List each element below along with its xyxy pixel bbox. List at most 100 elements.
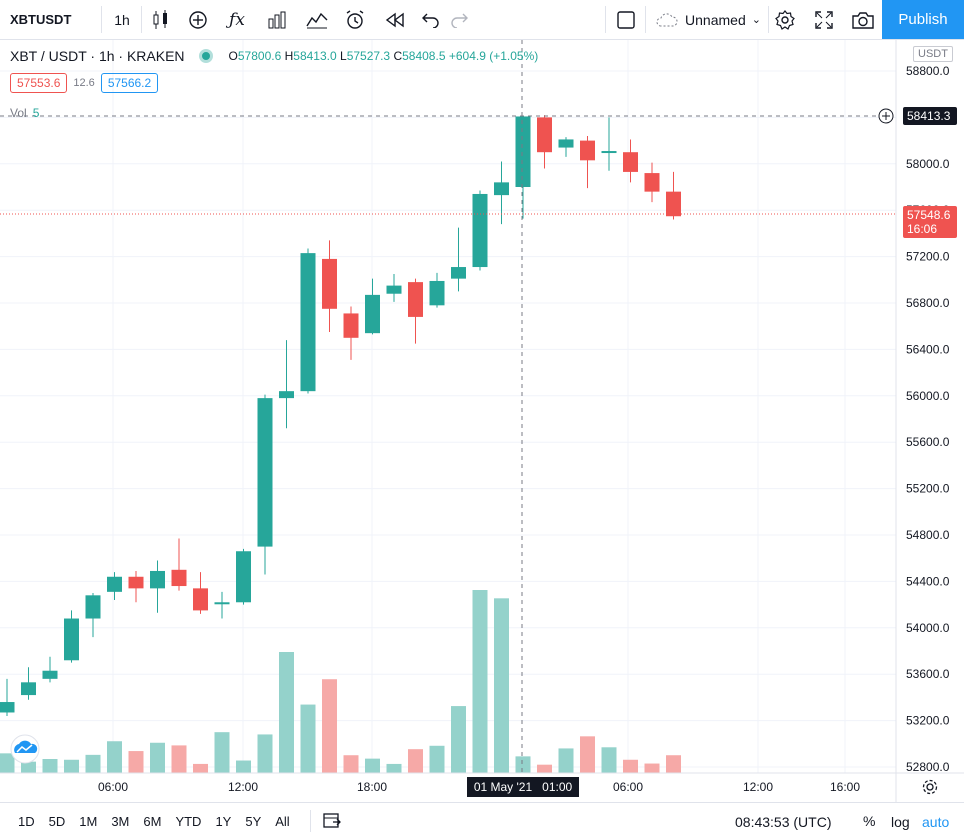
ohlc-values: O57800.6 H58413.0 L57527.3 C58408.5 +604…: [228, 49, 539, 63]
price-tick-label: 53600.0: [906, 667, 950, 681]
candle-body: [666, 191, 681, 217]
price-tick-label: 53200.0: [906, 714, 950, 728]
volume-bar: [558, 748, 574, 773]
range-all[interactable]: All: [275, 813, 290, 829]
volume-bar: [365, 758, 380, 773]
bars-compare-icon[interactable]: [262, 0, 292, 39]
symbol-description[interactable]: XBT / USDT · 1h · KRAKEN: [10, 48, 185, 64]
candle-body: [365, 294, 380, 334]
time-tick-label: 12:00: [743, 780, 773, 794]
bid-ask-quotes: 57553.6 12.6 57566.2: [10, 73, 159, 93]
fx-icon[interactable]: ƒx: [229, 9, 245, 30]
redo-icon: [444, 0, 474, 39]
range-5d[interactable]: 5D: [48, 813, 66, 829]
range-1d[interactable]: 1D: [18, 813, 35, 829]
price-tick-label: 54000.0: [906, 621, 950, 635]
volume-bar: [580, 736, 595, 773]
log-scale-toggle[interactable]: log: [891, 814, 910, 830]
candlesticks: [0, 115, 681, 716]
volume-bar: [42, 759, 58, 773]
candle-body: [472, 193, 488, 268]
range-3m[interactable]: 3M: [111, 813, 130, 829]
volume-bar: [451, 706, 466, 773]
toolbar-divider: [605, 6, 606, 33]
buy-price-button[interactable]: 57566.2: [100, 73, 159, 93]
candle-body: [64, 618, 79, 661]
toolbar-divider: [141, 6, 142, 33]
layout-name-button[interactable]: Unnamed ⌄: [648, 0, 768, 39]
price-tick-label: 55200.0: [906, 482, 950, 496]
price-tick-label: 57200.0: [906, 250, 950, 264]
symbol-search-button[interactable]: XBTUSDT: [10, 12, 72, 27]
range-6m[interactable]: 6M: [143, 813, 162, 829]
lines-icon[interactable]: [302, 0, 332, 39]
candle-body: [537, 117, 552, 153]
price-tick-label: 54400.0: [906, 574, 950, 588]
volume-bar: [171, 745, 187, 773]
volume-bar: [472, 590, 488, 773]
volume-bar: [429, 745, 445, 773]
price-tick-label: 56000.0: [906, 389, 950, 403]
volume-bar: [214, 732, 230, 773]
price-tick-label: 55600.0: [906, 435, 950, 449]
candle-body: [322, 258, 337, 309]
volume-bar: [644, 763, 660, 773]
time-tick-label: 06:00: [613, 780, 643, 794]
toolbar-divider: [101, 6, 102, 33]
price-axis-labels: 58800.058400.058000.057600.057200.056800…: [906, 64, 950, 774]
square-icon[interactable]: [611, 0, 641, 39]
interval-button[interactable]: 1h: [114, 11, 130, 28]
price-chart[interactable]: 58800.058400.058000.057600.057200.056800…: [0, 40, 964, 802]
range-5y[interactable]: 5Y: [245, 813, 262, 829]
candle-body: [343, 313, 359, 338]
camera-icon[interactable]: [849, 0, 877, 39]
candle-body: [300, 253, 316, 392]
clock-timezone-button[interactable]: 08:43:53 (UTC): [735, 814, 832, 830]
toolbar-divider: [768, 6, 769, 33]
candle-body: [85, 595, 101, 619]
candle-body: [42, 670, 58, 679]
crosshair-price-tag: 58413.3: [903, 107, 957, 125]
goto-date-icon[interactable]: [323, 812, 341, 831]
volume-bar: [408, 749, 423, 773]
range-1m[interactable]: 1M: [79, 813, 98, 829]
chart-legend: XBT / USDT · 1h · KRAKEN O57800.6 H58413…: [10, 48, 538, 64]
percent-scale-toggle[interactable]: %: [863, 813, 876, 829]
range-ytd[interactable]: YTD: [175, 813, 202, 829]
volume-bar: [386, 763, 402, 773]
volume-bar: [343, 755, 359, 773]
volume-legend: Vol 5: [10, 106, 40, 120]
spread-value: 12.6: [73, 77, 95, 89]
chevron-down-icon: ⌄: [751, 14, 761, 26]
volume-bar: [537, 764, 552, 773]
toolbar-divider: [309, 810, 311, 832]
volume-bars: [0, 590, 681, 773]
volume-bar: [279, 652, 294, 773]
volume-bar: [0, 753, 15, 773]
volume-bar: [107, 741, 122, 773]
gear-icon[interactable]: [772, 0, 798, 39]
indicator-add-icon[interactable]: [183, 0, 213, 39]
currency-label[interactable]: USDT: [913, 46, 953, 62]
undo-icon[interactable]: [416, 0, 446, 39]
candle-body: [623, 152, 638, 172]
volume-bar: [623, 759, 638, 773]
candles-icon[interactable]: [146, 0, 176, 39]
candle-body: [580, 140, 595, 161]
market-status-icon[interactable]: [198, 49, 213, 63]
replay-icon[interactable]: [380, 0, 410, 39]
volume-bar: [666, 755, 681, 773]
sell-price-button[interactable]: 57553.6: [10, 73, 68, 93]
publish-button[interactable]: Publish: [882, 0, 964, 39]
candle-body: [386, 285, 402, 294]
auto-scale-toggle[interactable]: auto: [922, 814, 950, 830]
candle-body: [515, 116, 531, 187]
volume-bar: [322, 679, 337, 773]
volume-bar: [601, 747, 617, 773]
range-1y[interactable]: 1Y: [215, 813, 232, 829]
candle-body: [451, 267, 466, 279]
volume-bar: [85, 754, 101, 773]
alert-icon[interactable]: [340, 0, 370, 39]
fullscreen-icon[interactable]: [811, 0, 837, 39]
time-tick-label: 18:00: [357, 780, 387, 794]
